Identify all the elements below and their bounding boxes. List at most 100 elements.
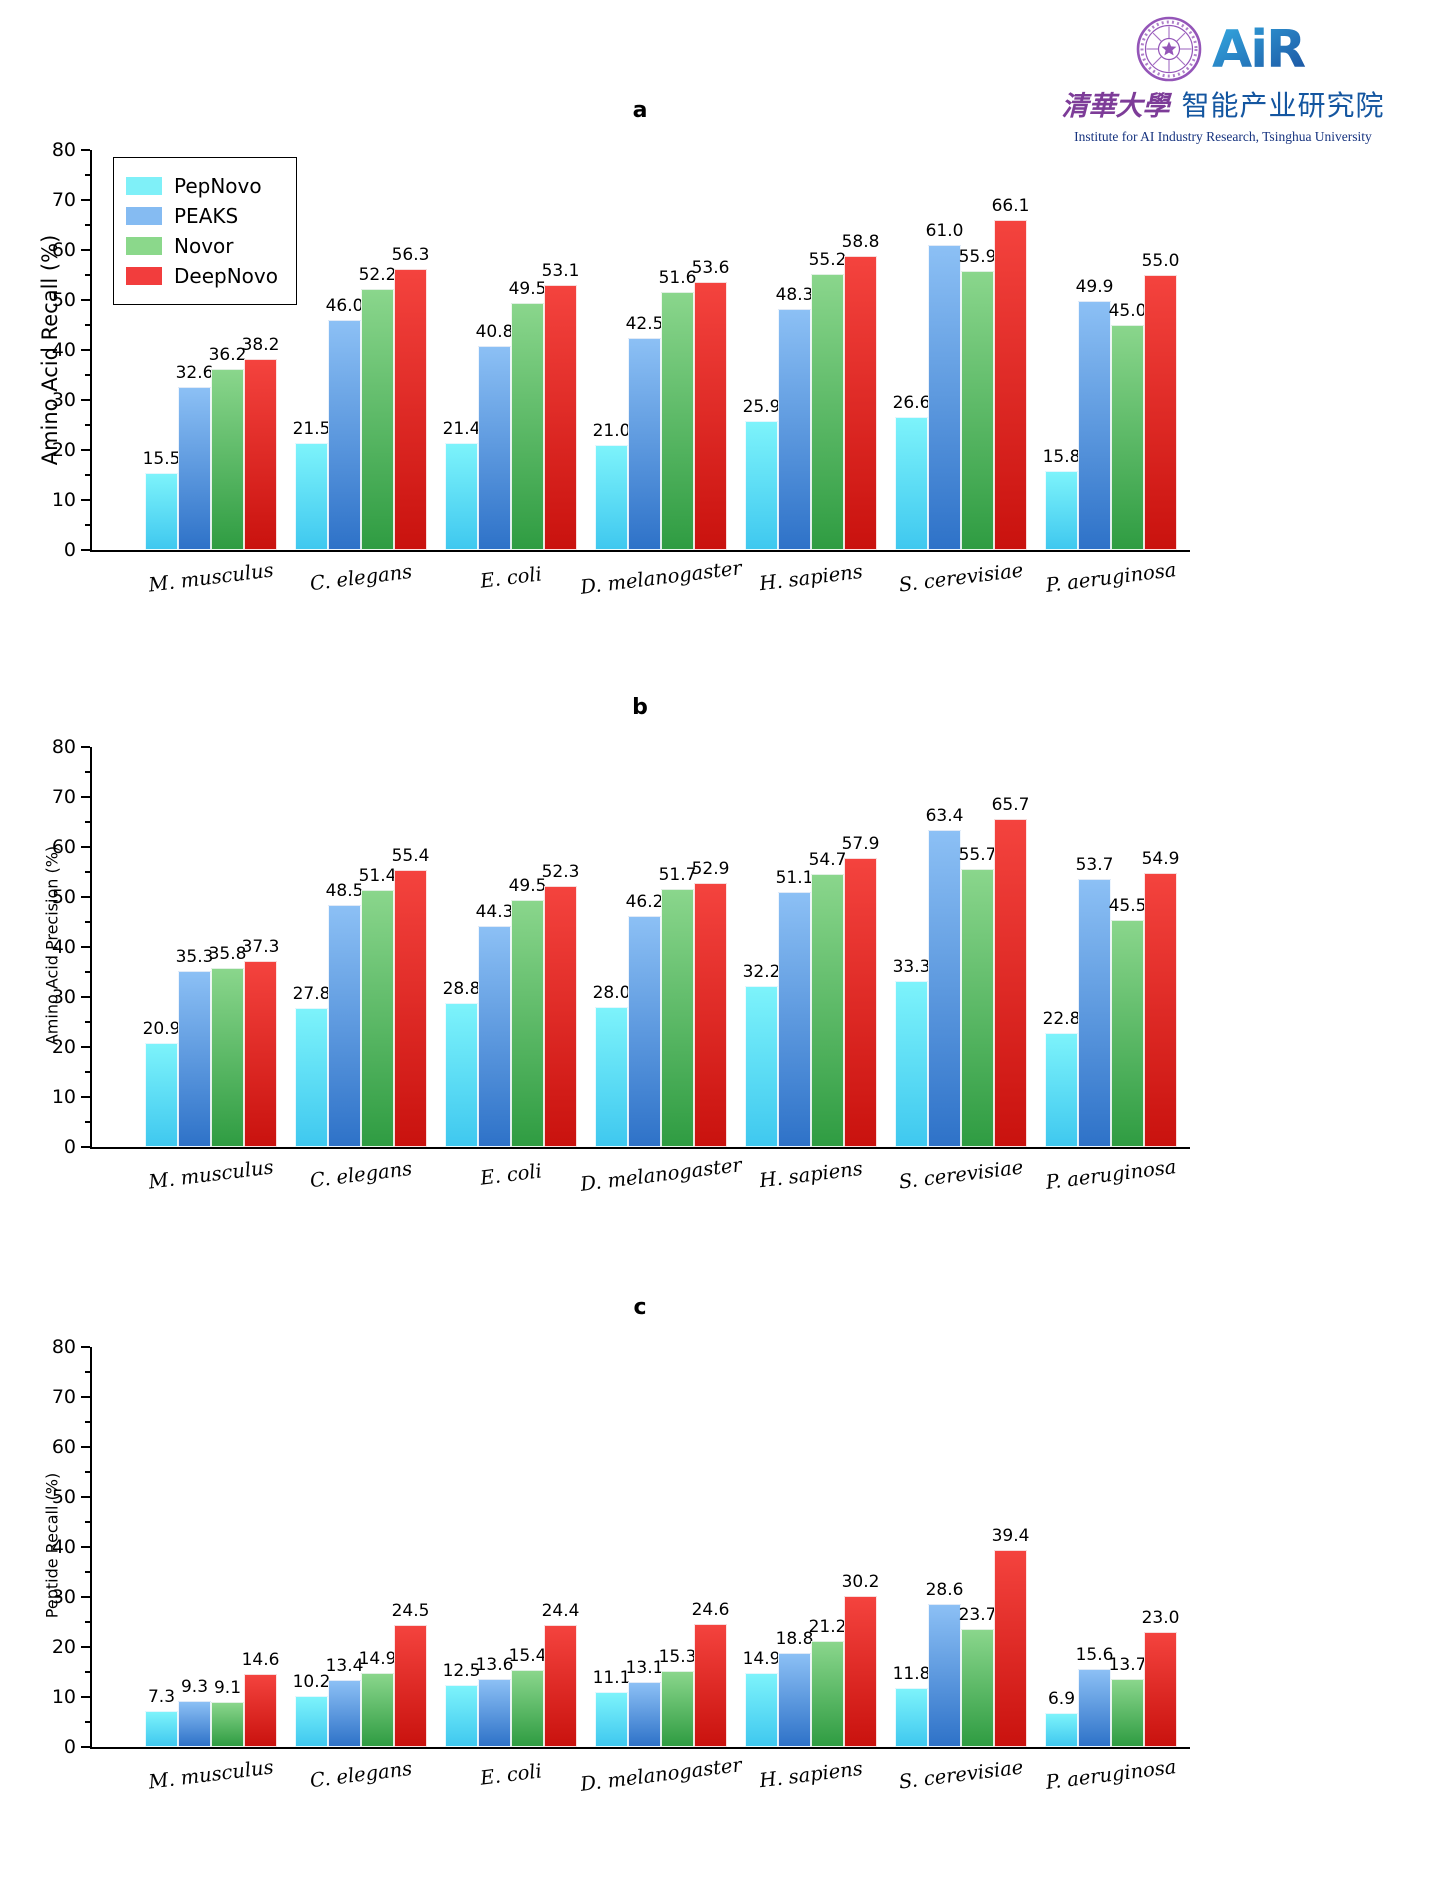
x-category-label: C. elegans	[308, 559, 414, 596]
bar-value-label: 53.1	[541, 260, 580, 281]
bar-pepnovo	[595, 1007, 628, 1147]
bar-value-label: 58.8	[841, 232, 880, 252]
y-tick-mark	[81, 1446, 90, 1448]
bar-novor	[1111, 325, 1144, 550]
bar-value-label: 9.3	[180, 1676, 209, 1697]
bar-deepnovo	[544, 1625, 577, 1747]
y-axis-line	[90, 747, 92, 1149]
bar-value-label: 24.4	[541, 1601, 580, 1621]
y-tick-label: 40	[51, 1536, 76, 1558]
legend-label: DeepNovo	[174, 264, 278, 288]
y-tick-label: 60	[51, 239, 76, 261]
y-tick-label: 0	[63, 1136, 76, 1158]
x-axis-line	[90, 550, 1190, 552]
bar-novor	[661, 292, 694, 550]
bar-peaks	[778, 891, 811, 1147]
bar-value-label: 22.8	[1042, 1009, 1081, 1029]
y-tick-mark	[81, 896, 90, 898]
panel-b-title: b	[632, 695, 648, 720]
bar-deepnovo	[994, 818, 1027, 1147]
x-category-label: P. aeruginosa	[1044, 558, 1178, 597]
x-category-label: C. elegans	[308, 1756, 414, 1793]
bar-deepnovo	[844, 256, 877, 550]
y-tick-label: 10	[51, 1086, 76, 1108]
bar-value-label: 21.2	[808, 1617, 847, 1637]
bar-novor	[1111, 1678, 1144, 1747]
x-axis-line	[90, 1147, 1190, 1149]
bar-value-label: 52.3	[541, 861, 580, 882]
y-minor-tick-mark	[85, 1371, 90, 1373]
bar-peaks	[478, 346, 511, 550]
bar-value-label: 11.8	[892, 1664, 931, 1684]
bar-peaks	[1078, 878, 1111, 1147]
bar-peaks	[928, 830, 961, 1147]
bar-novor	[1111, 919, 1144, 1147]
bar-novor	[811, 274, 844, 550]
x-category-label: D. melanogaster	[579, 1753, 743, 1796]
bar-deepnovo	[244, 359, 277, 550]
y-minor-tick-mark	[85, 224, 90, 226]
x-category-label: C. elegans	[308, 1156, 414, 1193]
bar-deepnovo	[694, 1624, 727, 1747]
y-tick-label: 30	[51, 1586, 76, 1608]
x-category-label: M. musculus	[147, 1155, 275, 1194]
x-category-label: P. aeruginosa	[1044, 1755, 1178, 1794]
bar-deepnovo	[394, 870, 427, 1147]
y-tick-label: 10	[51, 1686, 76, 1708]
legend-swatch-pepnovo	[126, 177, 162, 195]
bar-pepnovo	[1045, 1033, 1078, 1147]
bar-deepnovo	[1144, 872, 1177, 1147]
y-tick-mark	[81, 449, 90, 451]
bar-deepnovo	[994, 1550, 1027, 1747]
bar-deepnovo	[244, 1674, 277, 1747]
bar-value-label: 55.7	[958, 844, 997, 865]
bar-value-label: 49.5	[508, 278, 547, 299]
x-category-label: D. melanogaster	[579, 556, 743, 599]
y-tick-mark	[81, 746, 90, 748]
bar-value-label: 28.0	[592, 983, 631, 1003]
bar-deepnovo	[1144, 275, 1177, 550]
bar-value-label: 13.6	[475, 1655, 514, 1675]
bar-pepnovo	[745, 986, 778, 1147]
logo-institute-cn-text: 智能产业研究院	[1181, 89, 1385, 122]
bar-pepnovo	[595, 1691, 628, 1747]
bar-value-label: 18.8	[775, 1629, 814, 1649]
bar-value-label: 21.0	[592, 421, 631, 441]
bar-pepnovo	[145, 1042, 178, 1147]
y-tick-mark	[81, 1146, 90, 1148]
y-tick-mark	[81, 249, 90, 251]
bar-value-label: 48.3	[775, 284, 814, 305]
y-tick-label: 50	[51, 1486, 76, 1508]
bar-value-label: 11.1	[592, 1667, 631, 1688]
y-axis-line	[90, 1347, 92, 1749]
y-minor-tick-mark	[85, 1571, 90, 1573]
air-logo-text: AiR	[1212, 20, 1305, 78]
bar-value-label: 23.7	[958, 1604, 997, 1625]
bar-value-label: 55.0	[1141, 251, 1180, 271]
bar-value-label: 15.6	[1075, 1645, 1114, 1665]
y-tick-label: 0	[63, 539, 76, 561]
bar-deepnovo	[994, 219, 1027, 550]
y-tick-label: 60	[51, 1436, 76, 1458]
legend-swatch-peaks	[126, 207, 162, 225]
bar-value-label: 53.7	[1075, 854, 1114, 875]
y-tick-label: 80	[51, 1336, 76, 1358]
bar-value-label: 51.7	[658, 864, 697, 885]
bar-peaks	[778, 1653, 811, 1747]
bar-novor	[961, 270, 994, 550]
bar-peaks	[178, 970, 211, 1147]
y-minor-tick-mark	[85, 1121, 90, 1123]
y-tick-mark	[81, 946, 90, 948]
bar-deepnovo	[694, 882, 727, 1147]
bar-value-label: 32.6	[175, 363, 214, 383]
y-tick-label: 30	[51, 389, 76, 411]
panel-a-plot-area: 0 10 20 30 40 50 60 70 80 15.5 32.6 36.2 38.2 M. musc…	[52, 139, 1190, 599]
y-minor-tick-mark	[85, 1071, 90, 1073]
x-axis-line	[90, 1747, 1190, 1749]
bar-pepnovo	[145, 1710, 178, 1747]
bar-pepnovo	[295, 1008, 328, 1147]
y-tick-mark	[81, 149, 90, 151]
x-category-label: S. cerevisiae	[897, 558, 1025, 597]
bar-novor	[811, 1641, 844, 1747]
y-tick-label: 70	[51, 786, 76, 808]
